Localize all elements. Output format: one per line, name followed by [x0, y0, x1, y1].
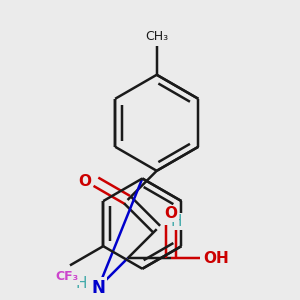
Text: OH: OH	[203, 251, 229, 266]
Text: O: O	[164, 206, 177, 221]
Text: CH₃: CH₃	[145, 30, 168, 43]
Text: H: H	[170, 214, 182, 229]
Text: N: N	[92, 279, 105, 297]
Text: O: O	[78, 174, 91, 189]
Text: H: H	[75, 276, 87, 291]
Text: CF₃: CF₃	[56, 270, 79, 283]
